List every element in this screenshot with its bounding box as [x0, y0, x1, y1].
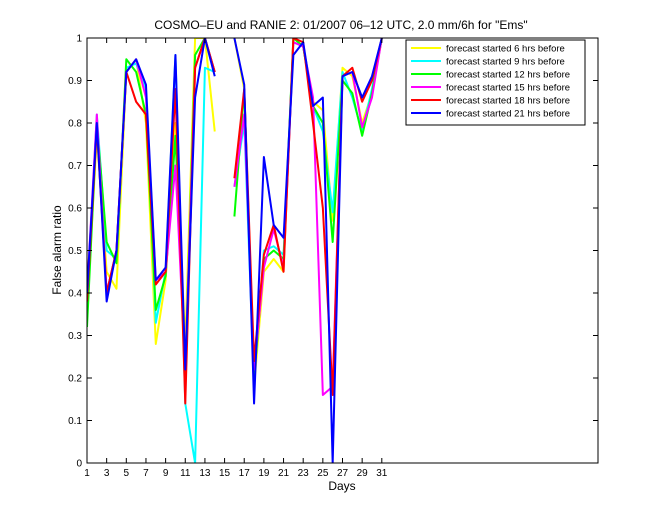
y-tick-label: 1 — [76, 34, 82, 45]
y-tick-label: 0.4 — [68, 289, 82, 300]
x-tick-label: 25 — [317, 468, 329, 479]
y-tick-label: 0.6 — [68, 204, 82, 215]
y-tick-label: 0.3 — [68, 331, 82, 342]
legend-label: forecast started 9 hrs before — [446, 57, 565, 68]
series-line — [87, 38, 383, 463]
x-tick-label: 27 — [337, 468, 349, 479]
x-tick-label: 29 — [357, 468, 369, 479]
x-tick-label: 15 — [219, 468, 231, 479]
x-tick-label: 23 — [298, 468, 310, 479]
legend-label: forecast started 15 hrs before — [446, 83, 570, 94]
x-tick-label: 9 — [163, 468, 169, 479]
x-tick-label: 11 — [180, 468, 191, 479]
legend-label: forecast started 21 hrs before — [446, 109, 570, 120]
series-line — [87, 38, 383, 405]
x-tick-label: 13 — [199, 468, 211, 479]
x-tick-label: 5 — [124, 468, 130, 479]
x-tick-label: 31 — [376, 468, 388, 479]
y-axis: 0 0.1 0.2 0.3 0.4 0.5 0.6 0.7 0.8 0.9 1 — [68, 34, 598, 470]
x-tick-label: 7 — [143, 468, 149, 479]
legend-label: forecast started 6 hrs before — [446, 44, 565, 55]
x-tick-label: 1 — [84, 468, 90, 479]
legend-label: forecast started 12 hrs before — [446, 70, 570, 81]
legend-label: forecast started 18 hrs before — [446, 96, 570, 107]
x-tick-label: 21 — [278, 468, 290, 479]
y-tick-label: 0.7 — [68, 161, 82, 172]
legend-box — [405, 39, 586, 126]
series-lines — [87, 38, 383, 463]
y-tick-label: 0.2 — [68, 374, 82, 385]
y-tick-label: 0.1 — [68, 416, 82, 427]
x-axis-label: Days — [328, 479, 355, 493]
x-tick-label: 3 — [104, 468, 110, 479]
y-tick-label: 0.8 — [68, 119, 82, 130]
x-axis: 1 3 5 7 9 11 13 15 17 19 21 23 25 27 29 31 — [84, 38, 388, 479]
y-tick-label: 0 — [76, 459, 82, 470]
chart-title: COSMO–EU and RANIE 2: 01/2007 06–12 UTC,… — [154, 18, 527, 32]
x-tick-label: 19 — [258, 468, 270, 479]
y-tick-label: 0.5 — [68, 246, 82, 257]
y-axis-label: False alarm ratio — [50, 205, 64, 295]
legend: forecast started 6 hrs before forecast st… — [405, 39, 586, 126]
x-tick-label: 17 — [239, 468, 251, 479]
y-tick-label: 0.9 — [68, 76, 82, 87]
